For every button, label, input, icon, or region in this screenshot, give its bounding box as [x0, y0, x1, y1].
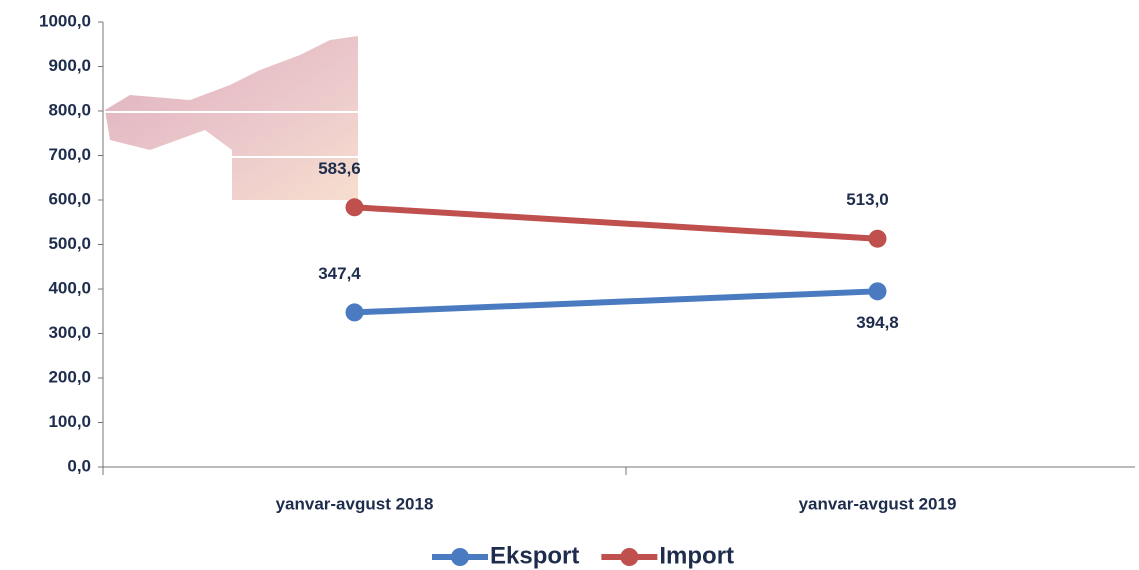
series-line — [354, 204, 878, 242]
y-tick-label: 1000,0 — [39, 11, 91, 30]
y-tick-label: 600,0 — [48, 189, 91, 208]
y-tick-label: 100,0 — [48, 412, 91, 431]
map-decoration — [105, 36, 358, 200]
y-tick-label: 800,0 — [48, 100, 91, 119]
x-tick-label: yanvar-avgust 2018 — [276, 494, 434, 513]
data-label: 513,0 — [846, 190, 889, 209]
legend-label: Eksport — [490, 542, 579, 569]
data-label: 394,8 — [856, 313, 899, 332]
y-tick-label: 500,0 — [48, 234, 91, 253]
data-label: 347,4 — [318, 264, 361, 283]
x-tick-label: yanvar-avgust 2019 — [799, 494, 957, 513]
data-label: 583,6 — [318, 159, 361, 178]
y-tick-label: 700,0 — [48, 145, 91, 164]
y-tick-label: 300,0 — [48, 323, 91, 342]
series-line — [354, 288, 878, 316]
y-tick-label: 900,0 — [48, 56, 91, 75]
legend-label: Import — [659, 542, 734, 569]
y-tick-label: 400,0 — [48, 278, 91, 297]
data-point — [345, 303, 364, 322]
data-point — [868, 282, 887, 301]
legend-marker — [620, 548, 639, 566]
data-point — [345, 198, 364, 217]
y-tick-label: 200,0 — [48, 367, 91, 386]
legend-marker — [451, 548, 469, 566]
y-tick-label: 0,0 — [67, 456, 91, 475]
data-point — [868, 229, 887, 248]
